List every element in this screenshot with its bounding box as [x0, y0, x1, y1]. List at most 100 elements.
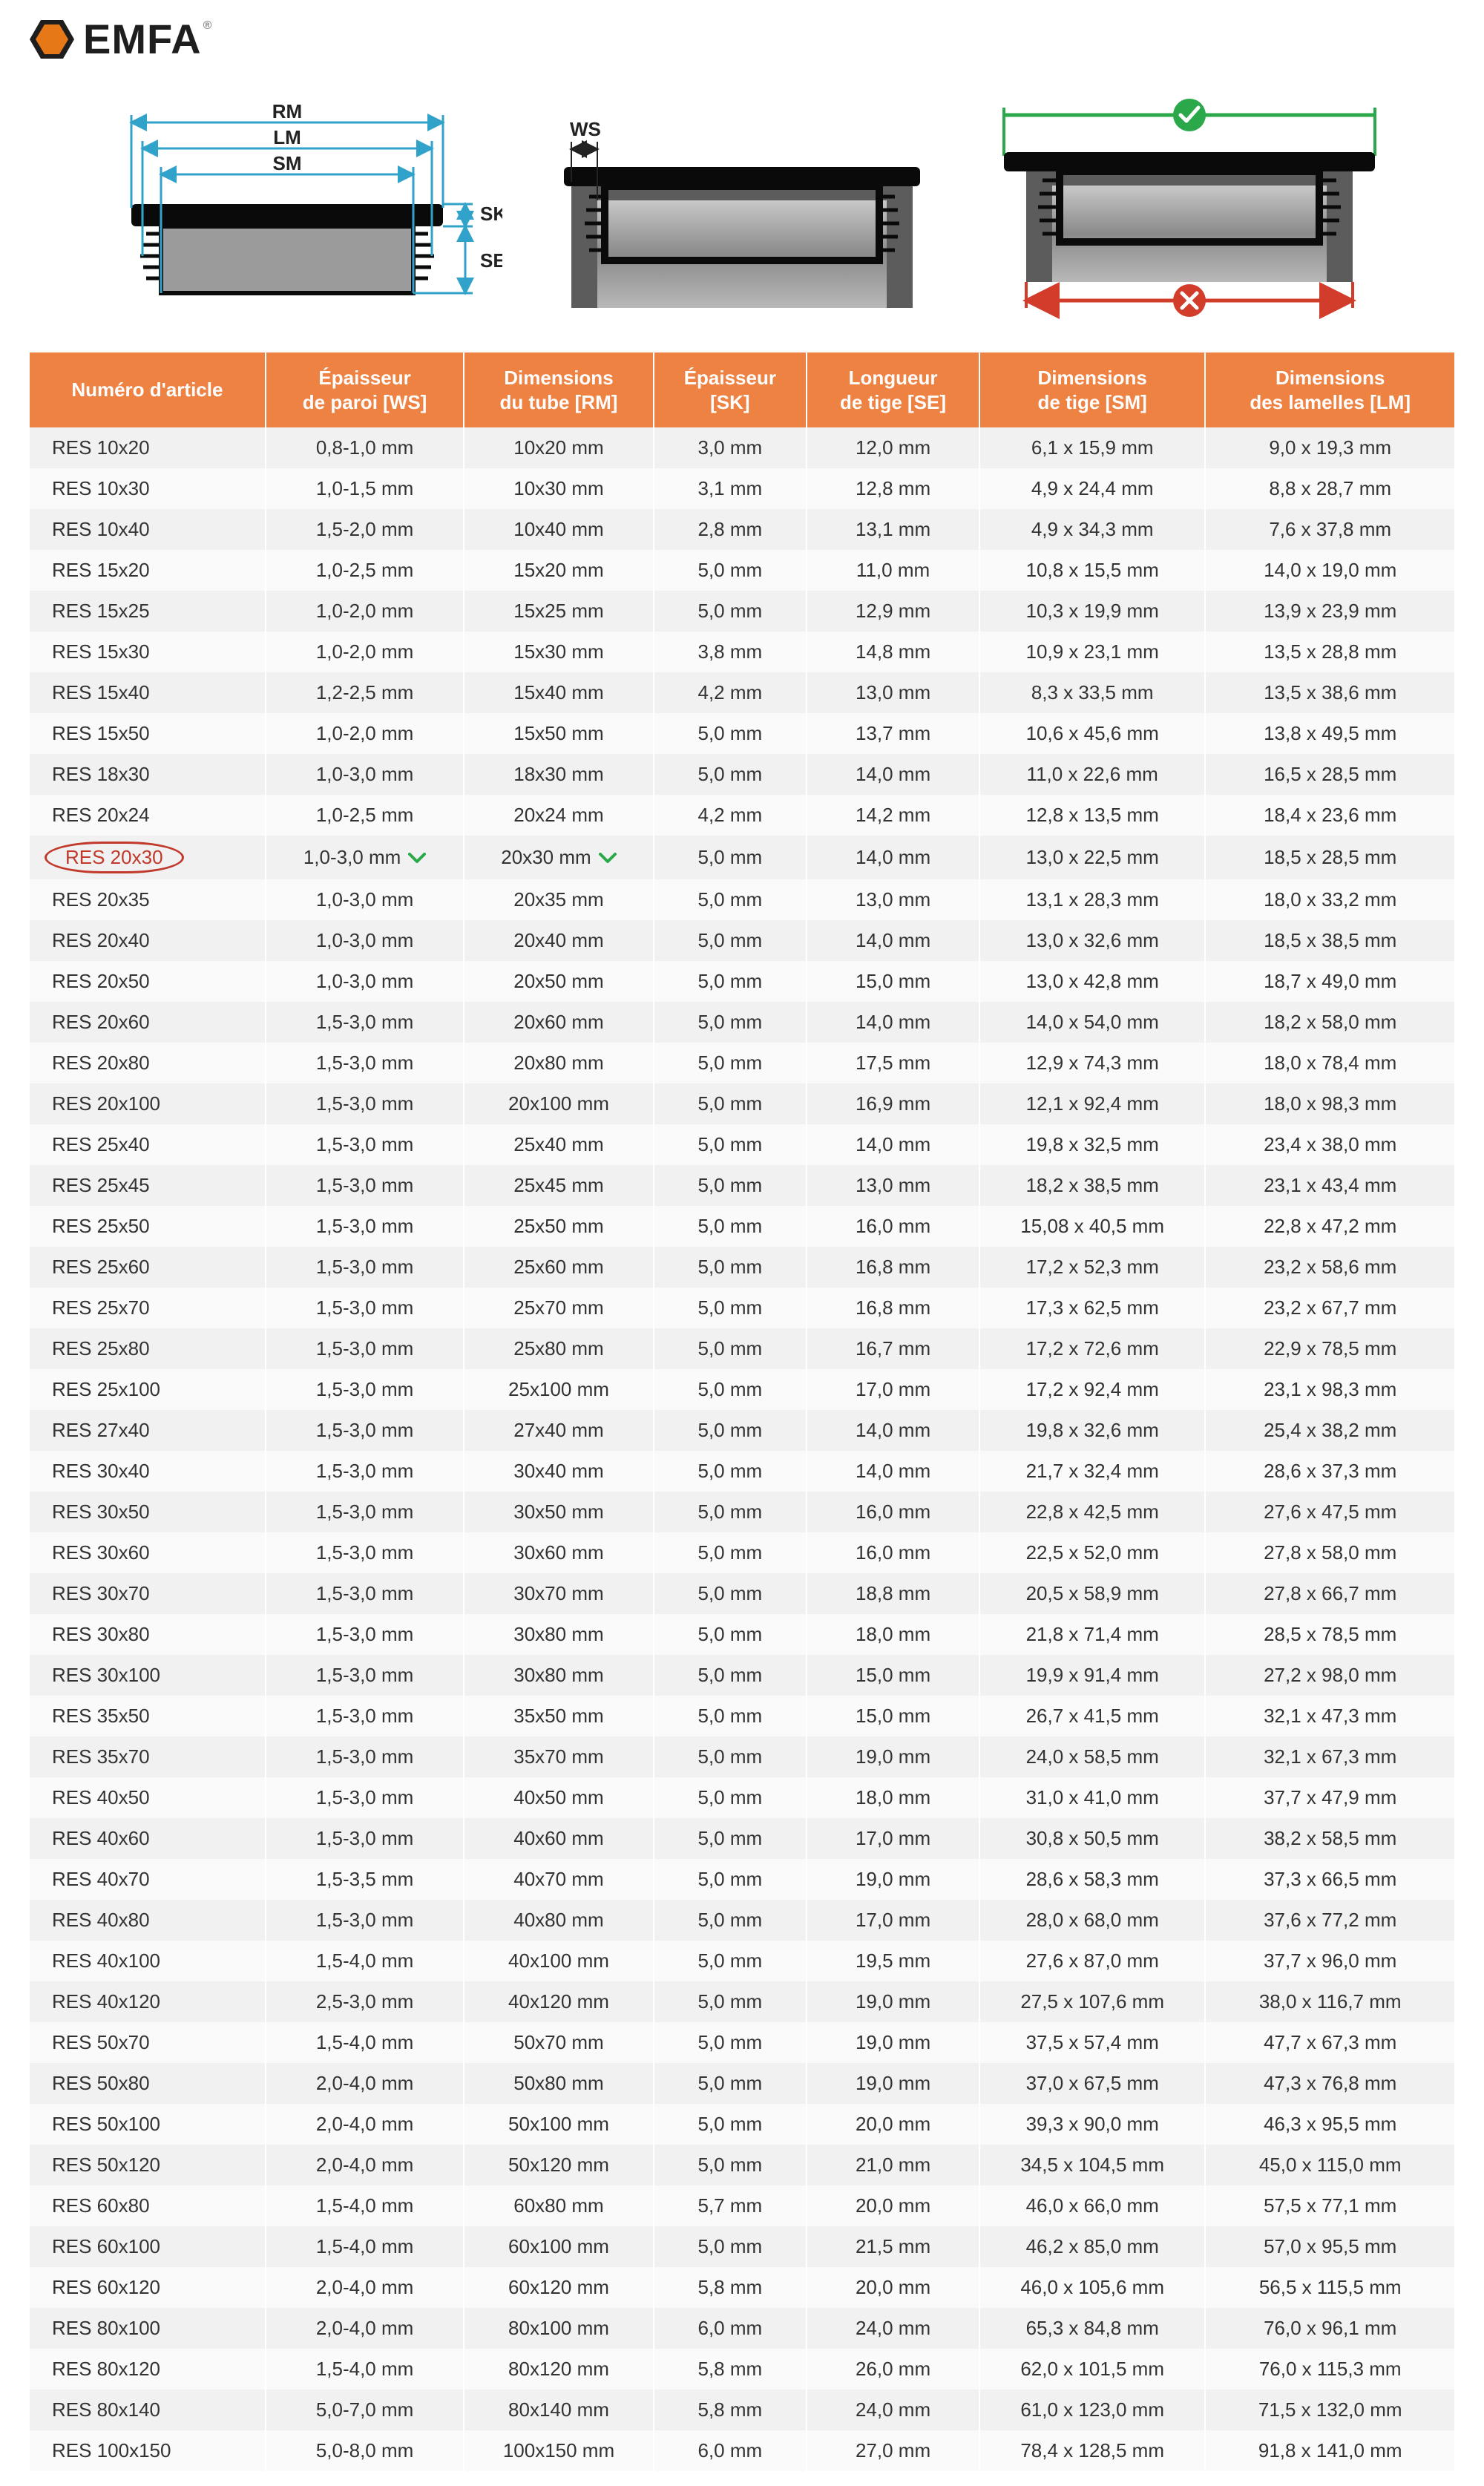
dimension-diagram: RM LM SM SK SE	[87, 100, 502, 323]
column-header: Longueurde tige [SE]	[807, 352, 979, 427]
table-cell: 14,0 mm	[807, 1002, 979, 1043]
table-cell: RES 20x24	[30, 795, 266, 836]
table-cell: 1,5-3,0 mm	[266, 1328, 464, 1369]
table-cell: 18,2 x 58,0 mm	[1205, 1002, 1454, 1043]
table-cell: 25,4 x 38,2 mm	[1205, 1410, 1454, 1451]
table-row: RES 25x701,5-3,0 mm25x70 mm5,0 mm16,8 mm…	[30, 1288, 1454, 1328]
table-cell: 60x120 mm	[464, 2267, 653, 2308]
table-cell: RES 25x100	[30, 1369, 266, 1410]
table-cell: 1,5-3,0 mm	[266, 1206, 464, 1247]
table-cell: 13,0 mm	[807, 1165, 979, 1206]
table-cell: 15,08 x 40,5 mm	[979, 1206, 1205, 1247]
table-cell: 5,0 mm	[654, 1165, 807, 1206]
table-cell: 5,0 mm	[654, 1288, 807, 1328]
table-cell: 37,0 x 67,5 mm	[979, 2063, 1205, 2104]
table-cell: 80x100 mm	[464, 2308, 653, 2349]
table-cell: RES 20x30	[30, 836, 266, 879]
table-cell: 25x60 mm	[464, 1247, 653, 1288]
chevron-down-icon[interactable]	[408, 853, 426, 865]
table-cell: 18,2 x 38,5 mm	[979, 1165, 1205, 1206]
table-cell: 1,0-1,5 mm	[266, 468, 464, 509]
table-cell: 40x80 mm	[464, 1900, 653, 1941]
table-row: RES 50x1202,0-4,0 mm50x120 mm5,0 mm21,0 …	[30, 2145, 1454, 2185]
table-row: RES 25x801,5-3,0 mm25x80 mm5,0 mm16,7 mm…	[30, 1328, 1454, 1369]
table-cell: 1,5-3,0 mm	[266, 1532, 464, 1573]
table-cell: 18,0 mm	[807, 1614, 979, 1655]
table-cell: 18,0 x 78,4 mm	[1205, 1043, 1454, 1083]
table-cell: 6,0 mm	[654, 2308, 807, 2349]
table-row: RES 40x601,5-3,0 mm40x60 mm5,0 mm17,0 mm…	[30, 1818, 1454, 1859]
fit-diagram	[982, 85, 1397, 323]
table-cell: 13,1 x 28,3 mm	[979, 879, 1205, 920]
table-cell: 18,0 mm	[807, 1777, 979, 1818]
table-cell: RES 30x100	[30, 1655, 266, 1696]
table-cell: RES 60x120	[30, 2267, 266, 2308]
table-row: RES 30x401,5-3,0 mm30x40 mm5,0 mm14,0 mm…	[30, 1451, 1454, 1492]
chevron-down-icon[interactable]	[599, 853, 617, 865]
table-cell: 37,6 x 77,2 mm	[1205, 1900, 1454, 1941]
table-cell: 13,5 x 38,6 mm	[1205, 672, 1454, 713]
table-cell: 40x120 mm	[464, 1981, 653, 2022]
table-cell: 13,1 mm	[807, 509, 979, 550]
table-cell: 12,8 x 13,5 mm	[979, 795, 1205, 836]
table-row: RES 50x1002,0-4,0 mm50x100 mm5,0 mm20,0 …	[30, 2104, 1454, 2145]
table-cell: 1,0-3,0 mm	[266, 879, 464, 920]
table-cell: 27,0 mm	[807, 2430, 979, 2471]
table-cell: 14,0 mm	[807, 754, 979, 795]
table-cell: RES 50x120	[30, 2145, 266, 2185]
table-cell: 57,0 x 95,5 mm	[1205, 2226, 1454, 2267]
table-cell: 27x40 mm	[464, 1410, 653, 1451]
svg-text:SK: SK	[480, 203, 502, 225]
table-cell: 23,1 x 98,3 mm	[1205, 1369, 1454, 1410]
table-cell: 11,0 x 22,6 mm	[979, 754, 1205, 795]
table-cell: 25x70 mm	[464, 1288, 653, 1328]
table-row: RES 80x1201,5-4,0 mm80x120 mm5,8 mm26,0 …	[30, 2349, 1454, 2390]
table-cell: 18,8 mm	[807, 1573, 979, 1614]
svg-text:LM: LM	[273, 126, 301, 148]
table-cell: 14,0 x 19,0 mm	[1205, 550, 1454, 591]
table-cell: 38,2 x 58,5 mm	[1205, 1818, 1454, 1859]
table-cell: 76,0 x 115,3 mm	[1205, 2349, 1454, 2390]
table-cell: 47,3 x 76,8 mm	[1205, 2063, 1454, 2104]
column-header: Épaisseur[SK]	[654, 352, 807, 427]
table-cell: 5,0 mm	[654, 836, 807, 879]
table-cell: RES 50x100	[30, 2104, 266, 2145]
table-row: RES 35x501,5-3,0 mm35x50 mm5,0 mm15,0 mm…	[30, 1696, 1454, 1736]
table-cell: 14,2 mm	[807, 795, 979, 836]
table-cell: 27,2 x 98,0 mm	[1205, 1655, 1454, 1696]
brand-name: EMFA®	[83, 15, 211, 63]
table-cell: 5,0 mm	[654, 1083, 807, 1124]
table-cell: 57,5 x 77,1 mm	[1205, 2185, 1454, 2226]
table-cell: RES 10x20	[30, 427, 266, 468]
table-cell: 20,0 mm	[807, 2267, 979, 2308]
dimensions-table: Numéro d'articleÉpaisseurde paroi [WS]Di…	[30, 352, 1454, 2471]
table-cell: 46,0 x 66,0 mm	[979, 2185, 1205, 2226]
table-cell: 5,0 mm	[654, 1818, 807, 1859]
table-cell: RES 30x80	[30, 1614, 266, 1655]
table-row: RES 35x701,5-3,0 mm35x70 mm5,0 mm19,0 mm…	[30, 1736, 1454, 1777]
table-cell: RES 15x20	[30, 550, 266, 591]
table-cell: RES 40x100	[30, 1941, 266, 1981]
table-cell: 5,0 mm	[654, 1614, 807, 1655]
column-header: Épaisseurde paroi [WS]	[266, 352, 464, 427]
table-cell: 38,0 x 116,7 mm	[1205, 1981, 1454, 2022]
table-cell: 27,5 x 107,6 mm	[979, 1981, 1205, 2022]
table-cell: 5,0 mm	[654, 1981, 807, 2022]
table-cell: 30x80 mm	[464, 1614, 653, 1655]
table-cell: 14,0 x 54,0 mm	[979, 1002, 1205, 1043]
table-cell: RES 10x30	[30, 468, 266, 509]
table-cell: 12,9 x 74,3 mm	[979, 1043, 1205, 1083]
table-cell: 1,0-2,0 mm	[266, 632, 464, 672]
table-row: RES 80x1405,0-7,0 mm80x140 mm5,8 mm24,0 …	[30, 2390, 1454, 2430]
table-cell: 2,0-4,0 mm	[266, 2267, 464, 2308]
table-cell: 35x50 mm	[464, 1696, 653, 1736]
table-cell: RES 27x40	[30, 1410, 266, 1451]
table-cell: 17,2 x 92,4 mm	[979, 1369, 1205, 1410]
table-cell: 5,0 mm	[654, 1124, 807, 1165]
table-row: RES 40x701,5-3,5 mm40x70 mm5,0 mm19,0 mm…	[30, 1859, 1454, 1900]
table-cell: 40x70 mm	[464, 1859, 653, 1900]
table-cell: 91,8 x 141,0 mm	[1205, 2430, 1454, 2471]
table-cell: 15,0 mm	[807, 961, 979, 1002]
table-row: RES 10x200,8-1,0 mm10x20 mm3,0 mm12,0 mm…	[30, 427, 1454, 468]
table-cell: 1,5-2,0 mm	[266, 509, 464, 550]
